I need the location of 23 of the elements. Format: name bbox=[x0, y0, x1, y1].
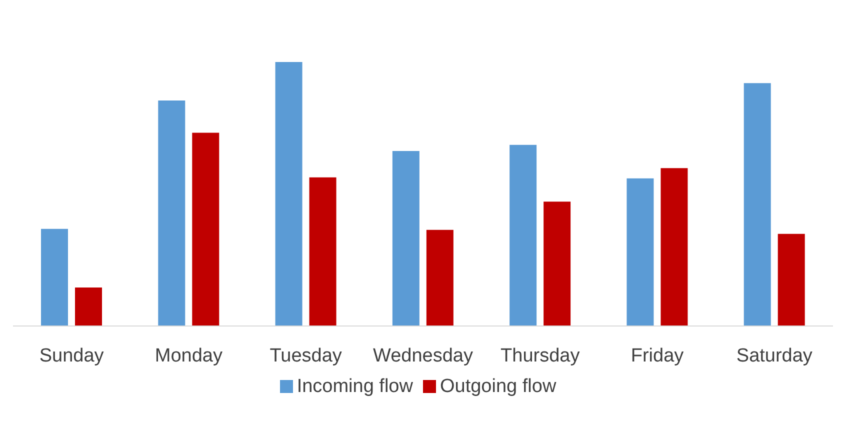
bar bbox=[192, 132, 220, 326]
x-tick-label: Tuesday bbox=[270, 345, 342, 366]
bar bbox=[309, 177, 336, 326]
x-tick-label: Thursday bbox=[500, 345, 580, 366]
bar bbox=[660, 168, 688, 326]
bar bbox=[626, 178, 654, 326]
legend-label: Incoming flow bbox=[296, 376, 413, 397]
bar bbox=[392, 150, 420, 326]
bar bbox=[778, 234, 805, 326]
x-tick-label: Saturday bbox=[736, 345, 813, 366]
bar bbox=[426, 230, 454, 326]
bar bbox=[544, 202, 571, 326]
bar bbox=[158, 100, 186, 326]
bar bbox=[75, 287, 102, 326]
legend-label: Outgoing flow bbox=[440, 376, 556, 397]
bar bbox=[41, 228, 68, 326]
x-tick-label: Friday bbox=[630, 345, 684, 366]
x-tick-label: Monday bbox=[154, 345, 224, 366]
bar bbox=[510, 144, 537, 326]
x-tick-label: Sunday bbox=[39, 345, 104, 366]
bar bbox=[275, 62, 302, 326]
bar bbox=[744, 83, 771, 326]
x-tick-label: Wednesday bbox=[373, 345, 474, 366]
